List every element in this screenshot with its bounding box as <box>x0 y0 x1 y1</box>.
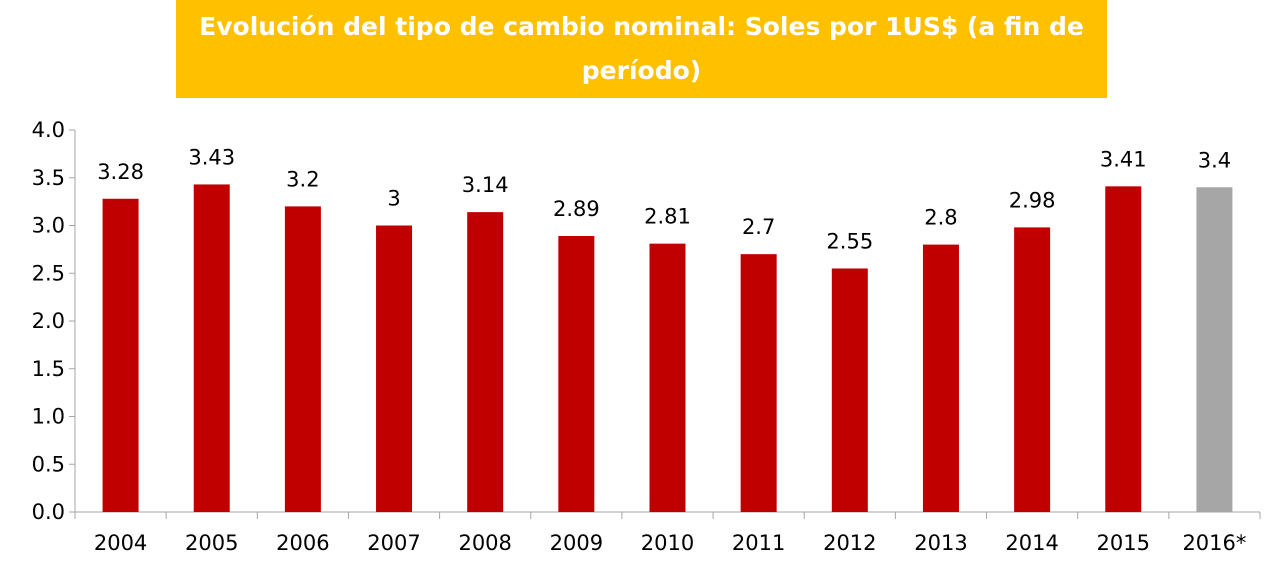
y-tick-label: 1.5 <box>32 357 65 381</box>
data-label: 2.8 <box>924 206 957 230</box>
data-label: 3.41 <box>1100 147 1147 171</box>
y-tick-label: 4.0 <box>32 118 65 142</box>
y-axis: 0.0 0.5 1.0 1.5 2.0 2.5 3.0 3.5 4.0 <box>32 118 76 524</box>
data-label: 2.89 <box>553 197 600 221</box>
data-label: 2.7 <box>742 215 775 239</box>
data-labels: 3.28 3.43 3.2 3 3.14 2.89 2.81 2.7 2.55 2.8 2.98 3.… <box>97 145 1231 253</box>
bar-2014 <box>1014 227 1051 512</box>
x-axis: 2004 2005 2006 2007 2008 2009 2010 2011 2012 2013… <box>74 511 1261 555</box>
x-category-label: 2004 <box>94 531 147 555</box>
x-category-label: 2009 <box>550 531 603 555</box>
data-label: 3.2 <box>286 167 319 191</box>
data-label: 3.4 <box>1198 148 1231 172</box>
x-category-label: 2008 <box>458 531 511 555</box>
data-label: 3.14 <box>462 173 509 197</box>
bar-2005 <box>193 184 230 512</box>
bar-2011 <box>740 254 777 512</box>
x-category-label: 2005 <box>185 531 238 555</box>
y-tick-label: 2.0 <box>32 309 65 333</box>
x-category-label: 2015 <box>1097 531 1150 555</box>
bar-2006 <box>284 206 321 512</box>
bars <box>102 184 1233 513</box>
y-tick-label: 0.0 <box>32 500 65 524</box>
data-label: 2.55 <box>826 229 873 253</box>
x-category-label: 2011 <box>732 531 785 555</box>
data-label: 2.98 <box>1009 188 1056 212</box>
bar-2015 <box>1105 186 1142 512</box>
y-tick-label: 2.5 <box>32 261 65 285</box>
x-category-label: 2012 <box>823 531 876 555</box>
data-label: 3 <box>387 187 400 211</box>
x-category-label: 2010 <box>641 531 694 555</box>
data-label: 3.28 <box>97 160 144 184</box>
bar-2016-projected <box>1196 187 1233 513</box>
bar-2009 <box>558 236 595 512</box>
y-tick-label: 0.5 <box>32 452 65 476</box>
x-category-label: 2014 <box>1005 531 1058 555</box>
x-category-label: 2006 <box>276 531 329 555</box>
y-tick-label: 3.0 <box>32 214 65 238</box>
y-tick-label: 3.5 <box>32 166 65 190</box>
chart-title: Evolución del tipo de cambio nominal: So… <box>176 0 1107 98</box>
bar-2013 <box>922 244 959 512</box>
bar-2007 <box>376 225 413 512</box>
x-category-label: 2016* <box>1182 531 1246 555</box>
x-category-label: 2007 <box>367 531 420 555</box>
bar-2008 <box>467 212 504 512</box>
bar-2004 <box>102 198 139 512</box>
data-label: 3.43 <box>188 145 235 169</box>
bar-2010 <box>649 243 686 512</box>
data-label: 2.81 <box>644 205 691 229</box>
x-category-label: 2013 <box>914 531 967 555</box>
bar-2012 <box>831 268 868 512</box>
y-tick-label: 1.0 <box>32 405 65 429</box>
